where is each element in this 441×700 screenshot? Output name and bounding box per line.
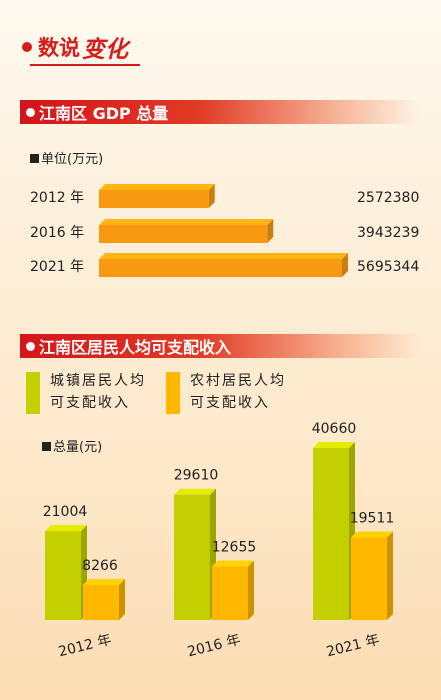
legend-rural-line1: 农村居民人均 (190, 373, 286, 389)
income-unit-label: 总量(元) (42, 436, 102, 455)
income-bar-side (248, 560, 254, 620)
gdp-bar (99, 225, 268, 243)
income-value-label: 12655 (212, 539, 257, 555)
page-title: 数说 变化 (22, 30, 128, 64)
income-bar-top (45, 525, 87, 532)
income-value-label: 29610 (174, 468, 219, 484)
legend-urban-line1: 城镇居民人均 (50, 373, 146, 389)
urban-income-bar (174, 494, 210, 620)
income-value-label: 19511 (350, 510, 395, 526)
income-bar-top (313, 442, 355, 448)
income-bar-top (174, 488, 216, 495)
legend-label-urban: 城镇居民人均 可支配收入 (50, 370, 146, 414)
gdp-value-label: 2572380 (357, 190, 419, 206)
rural-income-bar (212, 566, 248, 620)
gdp-bar-side (267, 219, 274, 243)
income-section-banner: 江南区居民人均可支配收入 (20, 334, 420, 358)
legend-swatch-urban (26, 372, 40, 414)
legend-rural-line2: 可支配收入 (190, 395, 270, 411)
gdp-bar (99, 190, 209, 208)
income-bar-chart: 21004 8266 2012 年 29610 12655 2016 年 40660 1951… (43, 421, 395, 661)
title-bullet-icon (22, 42, 32, 52)
gdp-bar-side (342, 253, 348, 277)
income-bar-top (212, 560, 254, 567)
income-x-tick-label: 2021 年 (325, 632, 381, 661)
income-value-label: 21004 (43, 504, 88, 520)
gdp-bar-top (99, 184, 215, 190)
income-x-tick-label: 2016 年 (186, 632, 242, 661)
gdp-bar-side (208, 184, 215, 208)
income-x-tick-label: 2012 年 (57, 632, 113, 661)
legend-urban-line2: 可支配收入 (50, 395, 130, 411)
gdp-value-label: 5695344 (357, 259, 419, 275)
income-value-label: 40660 (312, 421, 357, 437)
income-value-label: 8266 (82, 558, 118, 574)
gdp-unit-text: 单位(万元) (41, 152, 104, 167)
title-part-1: 数说 (38, 36, 80, 60)
gdp-value-label: 3943239 (357, 225, 419, 241)
income-bar-top (351, 531, 393, 538)
gdp-year-label: 2012 年 (30, 190, 84, 206)
urban-income-bar (313, 448, 349, 620)
rural-income-bar (351, 537, 387, 620)
square-bullet-icon (30, 154, 39, 163)
gdp-bar-top (99, 219, 274, 225)
title-underline (30, 64, 140, 66)
income-unit-text: 总量(元) (53, 440, 103, 455)
square-bullet-icon (42, 442, 51, 451)
urban-income-bar (45, 531, 81, 620)
income-bar-side (387, 531, 393, 620)
income-section-title: 江南区居民人均可支配收入 (39, 338, 232, 357)
rural-income-bar (83, 585, 119, 620)
gdp-section-banner: 江南区 GDP 总量 (20, 100, 420, 124)
gdp-bar (99, 259, 342, 277)
income-bar-top (83, 579, 125, 586)
legend-swatch-rural (166, 372, 180, 414)
income-bar-side (119, 579, 125, 620)
bullet-icon (26, 107, 35, 117)
title-part-2: 变化 (82, 37, 128, 63)
gdp-unit-label: 单位(万元) (30, 148, 103, 167)
legend-label-rural: 农村居民人均 可支配收入 (190, 370, 286, 414)
gdp-year-label: 2016 年 (30, 225, 84, 241)
gdp-bar-top (99, 253, 348, 259)
gdp-section-title: 江南区 GDP 总量 (39, 104, 169, 123)
gdp-bar-chart: 2012 年 2572380 2016 年 3943239 2021 年 5695344 (30, 184, 419, 277)
gdp-year-label: 2021 年 (30, 259, 84, 275)
bullet-icon (26, 341, 35, 351)
